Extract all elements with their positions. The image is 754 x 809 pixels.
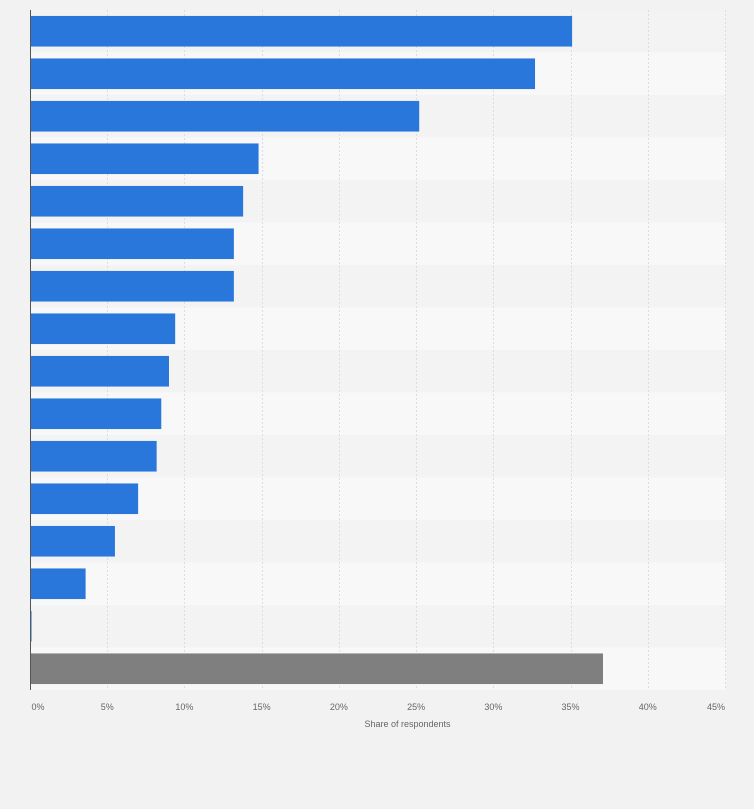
bar[interactable] (30, 313, 176, 345)
row-band (30, 562, 726, 605)
bar[interactable] (30, 270, 234, 302)
bar[interactable] (30, 525, 115, 557)
x-tick-label: 40% (639, 702, 657, 712)
bar[interactable] (30, 568, 86, 600)
bar[interactable] (30, 58, 536, 90)
bar[interactable] (30, 15, 573, 47)
x-tick-label: 15% (253, 702, 271, 712)
bar[interactable] (30, 228, 234, 260)
bar[interactable] (30, 355, 169, 387)
x-tick-label: 5% (101, 702, 114, 712)
bar[interactable] (30, 440, 157, 472)
bar[interactable] (30, 483, 139, 515)
x-tick-label: 35% (562, 702, 580, 712)
row-band (30, 605, 726, 648)
bar[interactable] (30, 100, 420, 132)
row-band (30, 520, 726, 563)
bars (30, 15, 603, 685)
x-tick-label: 0% (31, 702, 44, 712)
x-tick-label: 20% (330, 702, 348, 712)
x-axis-ticks: 0% 5% 10% 15% 20% 25% 30% 35% 40% 45% (31, 702, 725, 712)
bar[interactable] (30, 653, 603, 685)
x-tick-label: 30% (484, 702, 502, 712)
x-tick-label: 10% (175, 702, 193, 712)
bar[interactable] (30, 185, 244, 217)
x-tick-label: 25% (407, 702, 425, 712)
x-tick-label: 45% (707, 702, 725, 712)
bar[interactable] (30, 143, 259, 175)
x-axis-title: Share of respondents (364, 719, 451, 729)
row-band (30, 477, 726, 520)
bar[interactable] (30, 398, 162, 430)
